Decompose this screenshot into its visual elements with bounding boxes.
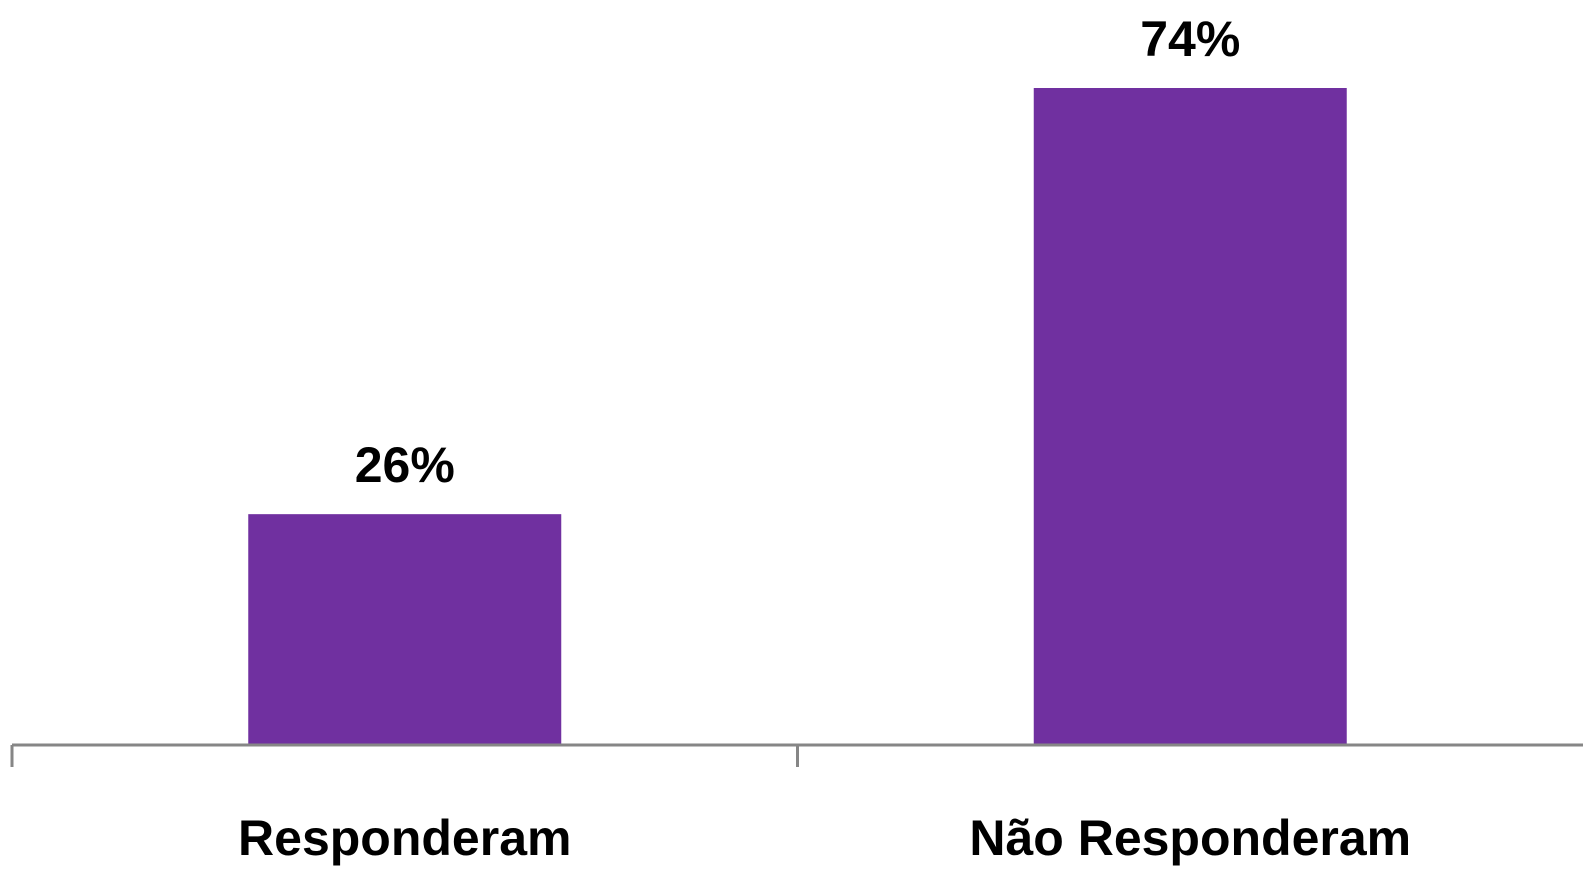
- category-label-nao-responderam: Não Responderam: [969, 810, 1411, 866]
- bar-nao-responderam: [1033, 88, 1347, 745]
- category-labels-group: Responderam Não Responderam: [238, 810, 1411, 866]
- data-label-nao-responderam: 74%: [1140, 11, 1240, 67]
- category-label-responderam: Responderam: [238, 810, 571, 866]
- x-axis: [10, 743, 1583, 767]
- bar-responderam: [248, 514, 562, 745]
- data-label-responderam: 26%: [355, 437, 455, 493]
- bars-group: [248, 88, 1347, 745]
- data-labels-group: 26% 74%: [355, 11, 1241, 493]
